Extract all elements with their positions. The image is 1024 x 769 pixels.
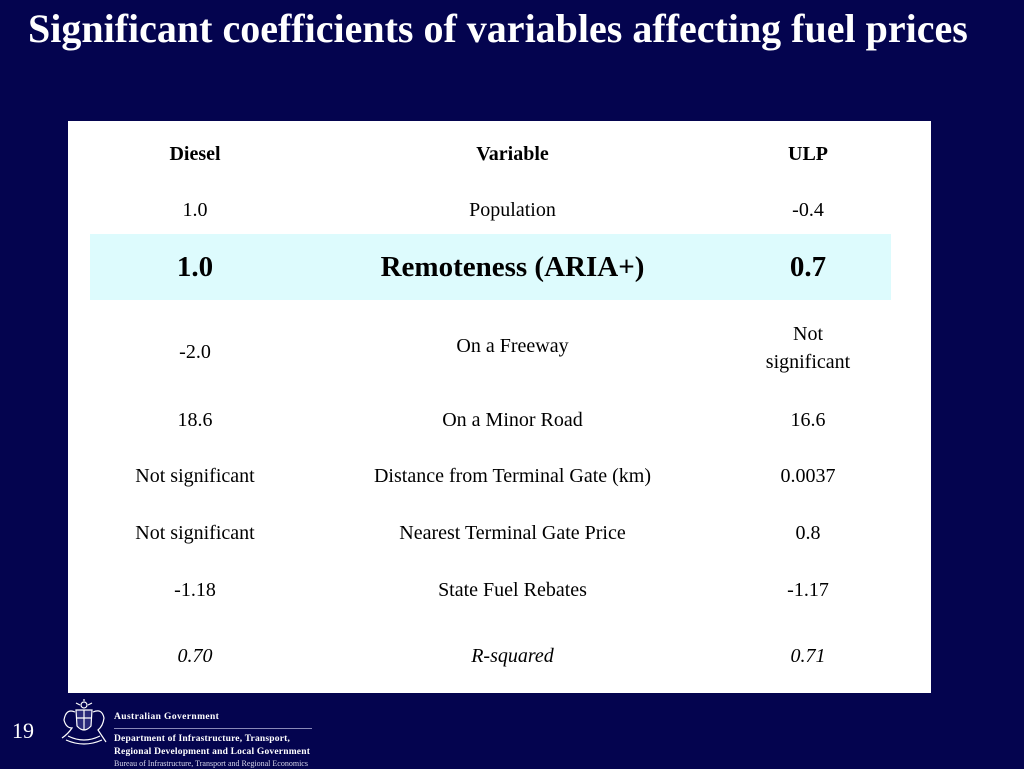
variable-cell: Nearest Terminal Gate Price xyxy=(399,522,626,544)
gov-name: Australian Government xyxy=(114,712,220,722)
diesel-cell: -2.0 xyxy=(179,341,211,363)
table-row: Not significant Nearest Terminal Gate Pr… xyxy=(90,514,891,552)
table-row: Not significant Distance from Terminal G… xyxy=(90,457,891,495)
bureau-name: Bureau of Infrastructure, Transport and … xyxy=(114,759,308,768)
header-ulp: ULP xyxy=(788,143,828,165)
diesel-cell: 18.6 xyxy=(177,409,213,431)
variable-cell: R-squared xyxy=(471,645,554,667)
table-row: -2.0 On a Freeway Not significant xyxy=(90,317,891,379)
variable-cell: Distance from Terminal Gate (km) xyxy=(373,465,652,487)
variable-cell: Population xyxy=(469,199,556,221)
diesel-cell: Not significant xyxy=(135,465,255,487)
diesel-cell: Not significant xyxy=(135,522,255,544)
ulp-cell: 16.6 xyxy=(790,409,826,431)
ulp-cell: -1.17 xyxy=(787,579,829,601)
diesel-cell: 0.70 xyxy=(177,645,213,667)
variable-cell: State Fuel Rebates xyxy=(438,579,587,601)
department-line-2: Regional Development and Local Governmen… xyxy=(114,746,311,757)
diesel-cell: 1.0 xyxy=(176,251,214,283)
department-line-1: Department of Infrastructure, Transport, xyxy=(114,734,291,744)
table-row-r-squared: 0.70 R-squared 0.71 xyxy=(90,637,891,675)
diesel-cell: 1.0 xyxy=(182,199,208,221)
slide-title: Significant coefficients of variables af… xyxy=(28,6,968,51)
variable-cell: On a Minor Road xyxy=(442,409,583,431)
government-branding: Australian Government Department of Infr… xyxy=(114,711,312,769)
table-row: -1.18 State Fuel Rebates -1.17 xyxy=(90,571,891,609)
ulp-cell: 0.7 xyxy=(789,251,827,283)
header-variable: Variable xyxy=(476,143,549,165)
ulp-cell: 0.71 xyxy=(790,645,826,667)
footer-bar xyxy=(0,693,1024,768)
variable-cell: On a Freeway xyxy=(456,335,569,357)
table-row-highlighted: 1.0 Remoteness (ARIA+) 0.7 xyxy=(90,234,891,300)
diesel-cell: -1.18 xyxy=(174,579,216,601)
variable-cell: Remoteness (ARIA+) xyxy=(380,251,645,283)
branding-divider xyxy=(114,728,312,729)
ulp-cell: 0.0037 xyxy=(780,465,836,487)
header-diesel: Diesel xyxy=(169,143,221,165)
ulp-cell: -0.4 xyxy=(792,199,824,221)
ulp-cell: Not significant xyxy=(765,323,851,373)
table-header-row: Diesel Variable ULP xyxy=(90,135,891,173)
page-number: 19 xyxy=(12,718,34,743)
coefficients-table: Diesel Variable ULP 1.0 Population -0.4 … xyxy=(68,121,931,693)
ulp-cell: 0.8 xyxy=(795,522,821,544)
table-row: 18.6 On a Minor Road 16.6 xyxy=(90,401,891,439)
coat-of-arms-icon xyxy=(61,699,107,745)
table-row: 1.0 Population -0.4 xyxy=(90,191,891,229)
